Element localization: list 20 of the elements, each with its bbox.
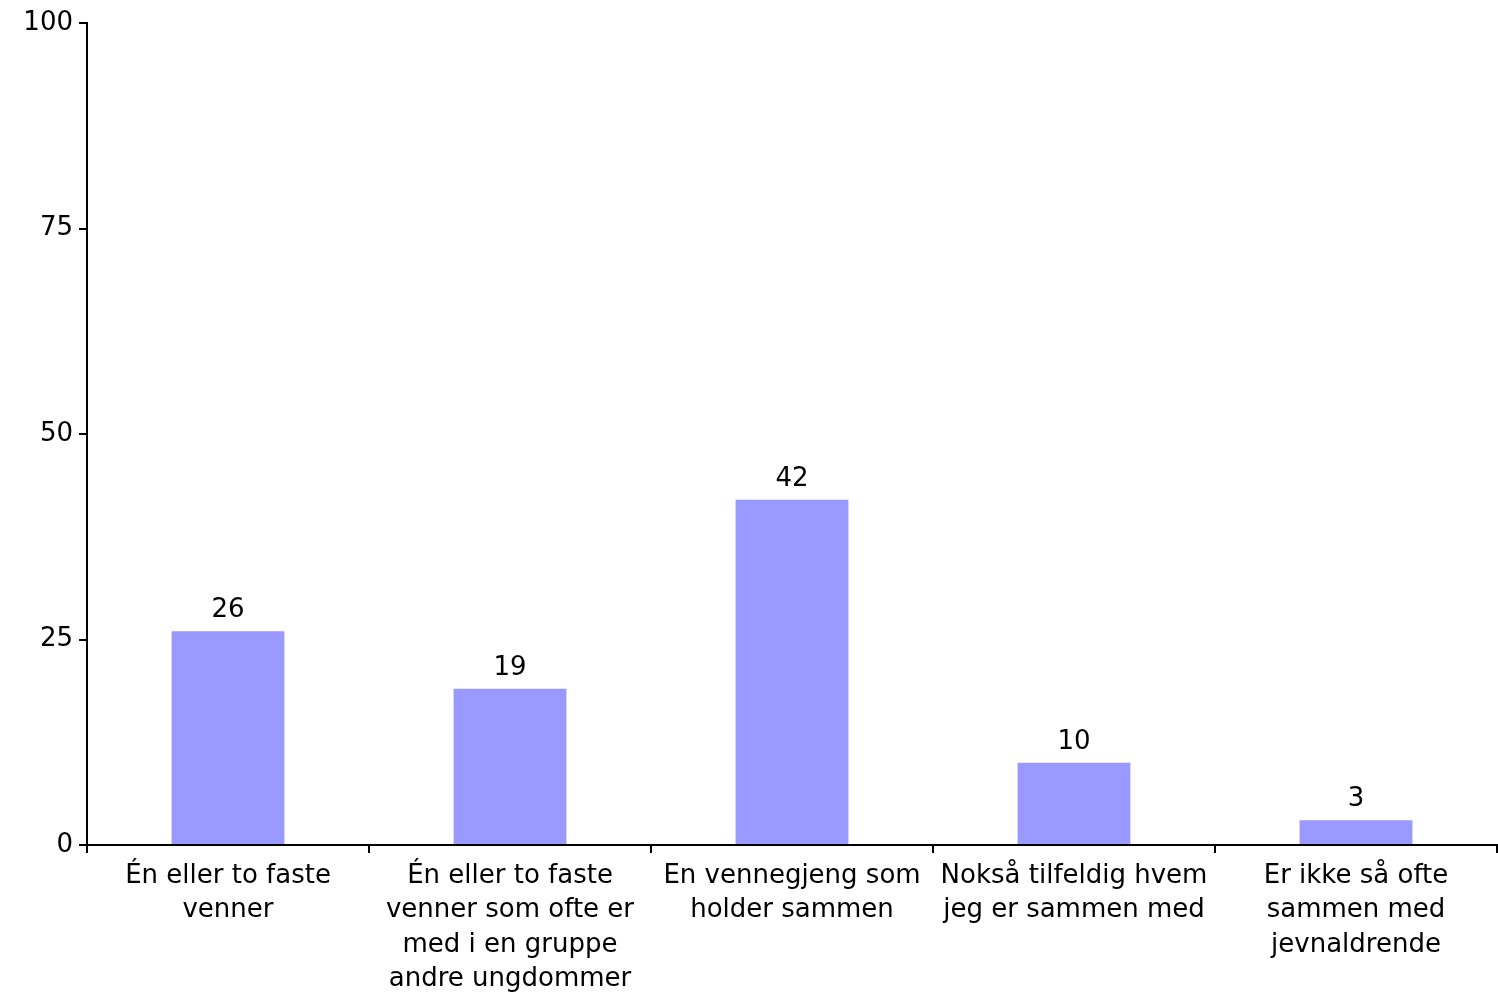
x-tick-label: En vennegjeng som holder sammen: [663, 858, 921, 924]
y-tick-label: 75: [39, 211, 73, 242]
bar: [735, 499, 849, 844]
x-tick-label: Én eller to faste venner: [125, 857, 331, 924]
bar: [171, 631, 285, 844]
data-label: 3: [1347, 782, 1365, 813]
data-label: 26: [211, 593, 245, 624]
y-tick-label: 50: [39, 416, 73, 447]
y-tick-label: 100: [23, 5, 73, 36]
x-tick-label: Én eller to faste venner som ofte er med i en gruppe andre ungdommer: [385, 857, 635, 992]
x-tick-label: Er ikke så ofte sammen med jevnaldrende: [1263, 858, 1449, 958]
data-label: 10: [1057, 724, 1091, 755]
bar: [453, 688, 567, 844]
x-tick-label: Nokså tilfeldig hvem jeg er sammen med: [940, 858, 1208, 924]
bar: [1017, 762, 1131, 844]
data-label: 42: [775, 461, 809, 492]
y-tick-label: 25: [39, 622, 73, 653]
y-tick-label: 0: [56, 827, 73, 858]
bar: [1299, 820, 1413, 844]
data-label: 19: [493, 650, 527, 681]
